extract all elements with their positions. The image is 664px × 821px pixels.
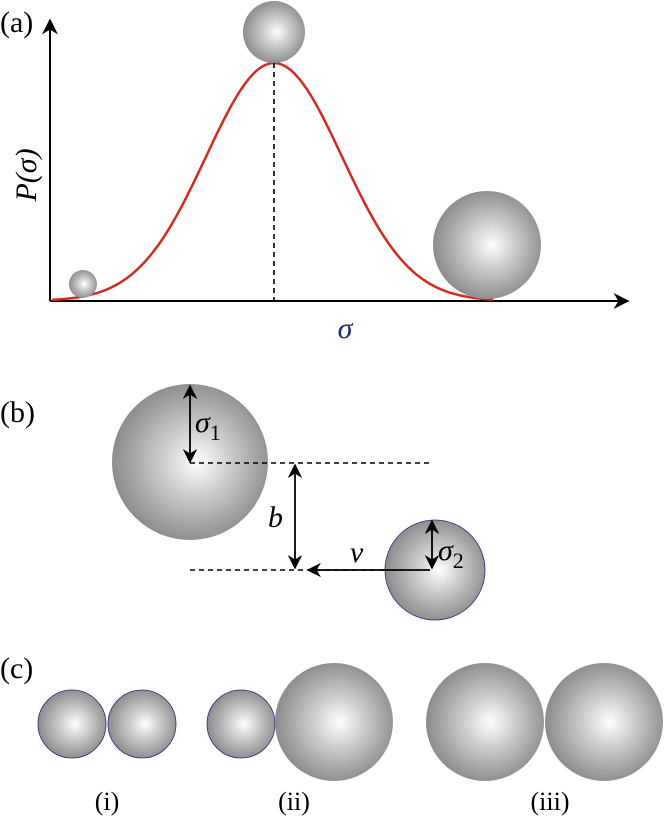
symbol: σ xyxy=(438,534,454,567)
velocity-label: v xyxy=(350,536,364,569)
x-axis-label: σ xyxy=(338,312,354,345)
sphere xyxy=(433,191,541,299)
case-label: (ii) xyxy=(278,787,310,816)
panel-label: (b) xyxy=(0,396,35,429)
panel-label: (a) xyxy=(0,6,33,39)
radius-label: σ2 xyxy=(438,534,464,573)
case-label: (iii) xyxy=(531,787,570,816)
sphere xyxy=(107,689,177,759)
impact-label: b xyxy=(268,501,283,534)
panel-label: (c) xyxy=(0,652,33,685)
subscript: 2 xyxy=(453,548,464,573)
subscript: 1 xyxy=(210,420,221,445)
distribution-curve xyxy=(51,61,494,302)
case-label: (i) xyxy=(95,787,120,816)
sphere xyxy=(69,270,97,298)
symbol: σ xyxy=(195,406,211,439)
sphere xyxy=(426,663,544,781)
sphere xyxy=(243,1,305,63)
sphere xyxy=(275,663,393,781)
radius-label: σ1 xyxy=(195,406,221,445)
sphere xyxy=(545,663,663,781)
sphere xyxy=(37,689,107,759)
y-axis-label: P(σ) xyxy=(10,148,43,202)
sphere xyxy=(206,689,276,759)
